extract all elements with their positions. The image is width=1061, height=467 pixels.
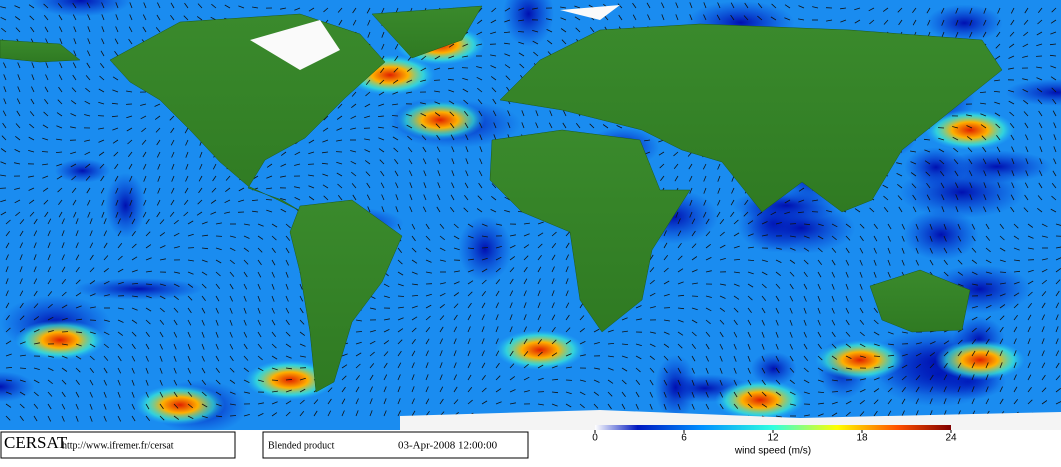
vector [356, 332, 362, 333]
product: Blended product [268, 440, 335, 451]
calm-zone [655, 355, 697, 420]
vector [1000, 272, 1006, 273]
vector [42, 152, 48, 153]
calm-zone [926, 4, 1003, 41]
vector [146, 284, 152, 285]
colorbar-tick-label: 18 [856, 433, 868, 444]
url: http://www.ifremer.fr/cersat [62, 440, 174, 451]
strong-wind [395, 100, 485, 140]
colorbar-tick-label: 0 [592, 433, 598, 444]
calm-zone [904, 209, 979, 260]
strong-wind [815, 340, 905, 380]
calm-zone [904, 147, 967, 187]
vector [392, 116, 398, 117]
vector [874, 356, 880, 357]
vector [230, 416, 236, 417]
strong-wind [715, 380, 805, 420]
colorbar-tick-label: 12 [767, 433, 779, 444]
colorbar [595, 425, 951, 430]
vector [398, 296, 404, 297]
logo: CERSAT [4, 433, 68, 452]
vector [518, 32, 524, 33]
vector [832, 392, 838, 393]
colorbar-tick-label: 6 [681, 433, 687, 444]
vector [272, 380, 278, 381]
colorbar-tick-label: 24 [945, 433, 957, 444]
calm-zone [105, 173, 145, 239]
strong-wind [935, 340, 1025, 380]
strong-wind [15, 320, 105, 360]
calm-zone [458, 216, 512, 282]
vector [482, 248, 488, 249]
strong-wind [495, 330, 585, 370]
colorbar-label: wind speed (m/s) [734, 446, 811, 457]
vector [20, 368, 26, 369]
date: 03-Apr-2008 12:00:00 [398, 440, 498, 452]
vector [266, 200, 272, 201]
